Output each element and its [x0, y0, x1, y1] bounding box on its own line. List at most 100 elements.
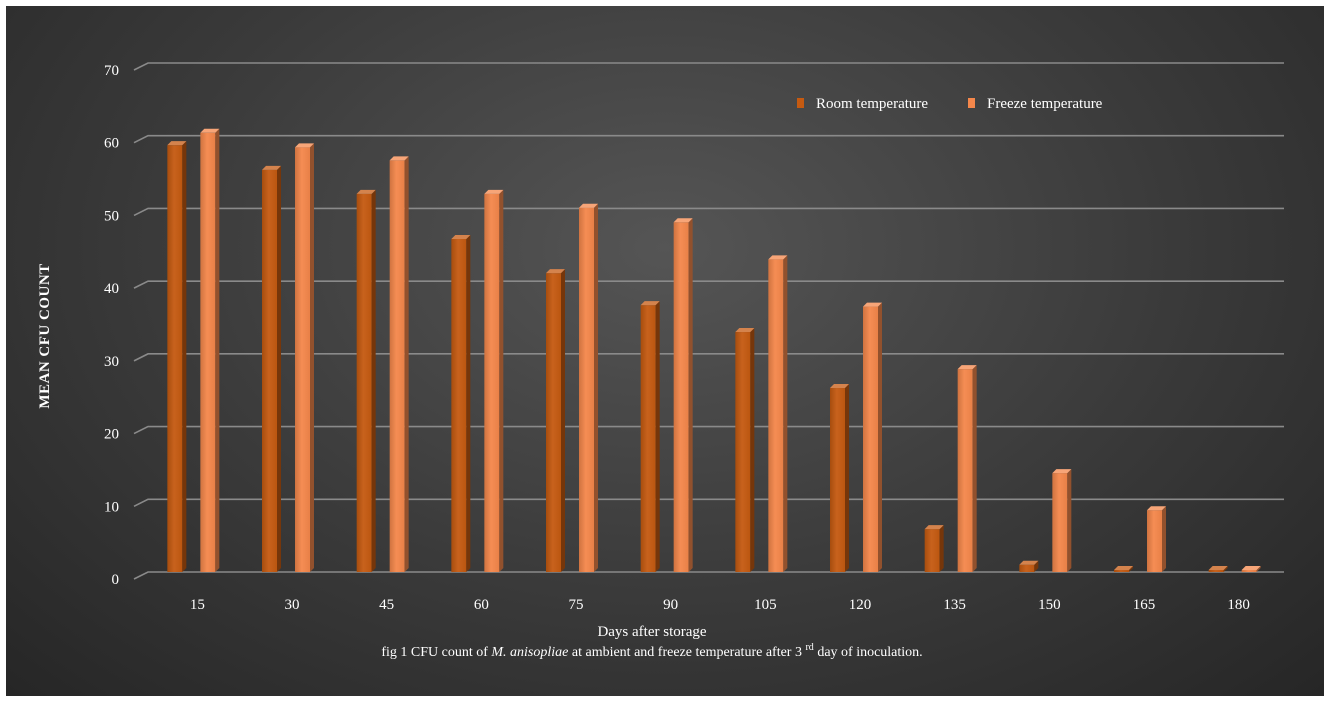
- legend-label-freeze: Freeze temperature: [987, 96, 1103, 112]
- gridline-20: [133, 425, 1284, 435]
- caption-middle: at ambient and freeze temperature after …: [572, 645, 802, 660]
- bar-side: [1223, 566, 1228, 572]
- bar-freeze-15: [200, 128, 220, 572]
- bar-top: [451, 234, 471, 239]
- gridline-0: [133, 571, 1284, 580]
- bar-room-120: [830, 384, 849, 572]
- y-tick-label-20: 20: [104, 427, 119, 443]
- bar-front: [863, 306, 878, 572]
- bar-top: [200, 128, 220, 133]
- x-tick-label-45: 45: [379, 597, 394, 613]
- gridline-30: [133, 353, 1284, 362]
- bar-side: [783, 255, 788, 573]
- legend-swatch-room: [797, 98, 804, 108]
- bar-front: [1052, 473, 1068, 572]
- bar-side: [371, 189, 376, 572]
- bar-freeze-30: [295, 143, 314, 572]
- bar-top: [546, 269, 565, 274]
- bar-top: [640, 301, 660, 306]
- bar-side: [688, 218, 693, 572]
- bar-front: [356, 193, 372, 572]
- bar-front: [1147, 510, 1162, 572]
- bars: [167, 128, 1261, 573]
- legend-label-room: Room temperature: [816, 96, 928, 112]
- bar-side: [845, 384, 849, 572]
- bar-freeze-90: [673, 218, 693, 572]
- bar-front: [451, 238, 467, 572]
- bar-side: [1256, 566, 1261, 572]
- bar-top: [1147, 506, 1166, 511]
- bar-room-15: [167, 141, 187, 572]
- caption-prefix: fig 1 CFU count of: [381, 645, 491, 660]
- bar-top: [484, 189, 504, 194]
- bar-top: [389, 156, 409, 161]
- bar-front: [546, 273, 561, 572]
- legend-entry-room: Room temperature: [797, 96, 928, 112]
- bar-side: [939, 525, 944, 572]
- bar-front: [200, 132, 216, 572]
- bar-top: [262, 165, 281, 170]
- bar-freeze-105: [768, 255, 788, 573]
- y-tick-label-40: 40: [104, 281, 119, 297]
- x-tick-label-15: 15: [190, 597, 205, 613]
- bar-front: [640, 305, 656, 572]
- bar-front: [957, 369, 973, 572]
- legend-swatch-freeze: [968, 98, 975, 108]
- bar-front: [1114, 570, 1129, 572]
- y-tick-label-10: 10: [104, 499, 119, 515]
- gridline-10: [133, 498, 1284, 508]
- bar-top: [1208, 566, 1228, 570]
- bar-side: [277, 165, 281, 572]
- bar-front: [484, 193, 500, 572]
- bar-freeze-165: [1147, 506, 1166, 572]
- bar-front: [262, 169, 277, 572]
- gridline-70: [133, 62, 1284, 71]
- caption-species: M. anisopliae: [490, 645, 568, 660]
- x-tick-label-180: 180: [1227, 597, 1250, 613]
- y-tick-label-0: 0: [112, 572, 120, 588]
- x-tick-label-105: 105: [754, 597, 777, 613]
- bar-side: [1034, 560, 1039, 572]
- figure-caption: fig 1 CFU count of M. anisopliae at ambi…: [381, 639, 922, 660]
- bar-room-45: [356, 189, 376, 572]
- bar-side: [655, 301, 660, 572]
- bar-front: [1208, 570, 1224, 572]
- bar-side: [499, 189, 504, 572]
- gridline-60: [133, 134, 1284, 144]
- x-tick-label-150: 150: [1038, 597, 1061, 613]
- bar-side: [878, 302, 882, 572]
- x-tick-label-30: 30: [285, 597, 300, 613]
- gridline-40: [133, 280, 1284, 289]
- bar-top: [830, 384, 849, 389]
- bar-front: [579, 207, 594, 573]
- bar-front: [924, 529, 940, 572]
- bar-top: [673, 218, 693, 223]
- x-tick-label-135: 135: [943, 597, 966, 613]
- bar-side: [1162, 506, 1166, 572]
- bar-room-60: [451, 234, 471, 572]
- bar-room-90: [640, 301, 660, 572]
- x-tick-label-75: 75: [569, 597, 584, 613]
- bar-side: [404, 156, 409, 573]
- bar-top: [863, 302, 882, 307]
- bar-top: [356, 189, 376, 194]
- bar-freeze-75: [579, 203, 598, 573]
- bar-room-75: [546, 269, 565, 572]
- bar-front: [1019, 564, 1035, 572]
- bar-top: [957, 365, 977, 370]
- bar-top: [1052, 469, 1072, 474]
- x-tick-label-165: 165: [1133, 597, 1156, 613]
- x-tick-label-120: 120: [849, 597, 872, 613]
- bar-top: [1241, 566, 1261, 570]
- caption-superscript: rd: [805, 642, 813, 653]
- x-axis-ticks: 15 30 45 60 75 90 105 120 135 150 165 180: [190, 597, 1250, 613]
- bar-chart: 0 10 20 30 40 50 60 70 15 30 45 60 75 90 105 120 135 150…: [37, 62, 1284, 660]
- bar-room-30: [262, 165, 281, 572]
- bar-freeze-60: [484, 189, 504, 572]
- bar-front: [768, 259, 784, 572]
- bar-side: [1129, 566, 1133, 572]
- bar-side: [561, 269, 565, 572]
- bar-top: [1114, 566, 1133, 570]
- y-tick-label-60: 60: [104, 136, 119, 152]
- bar-room-135: [924, 525, 944, 572]
